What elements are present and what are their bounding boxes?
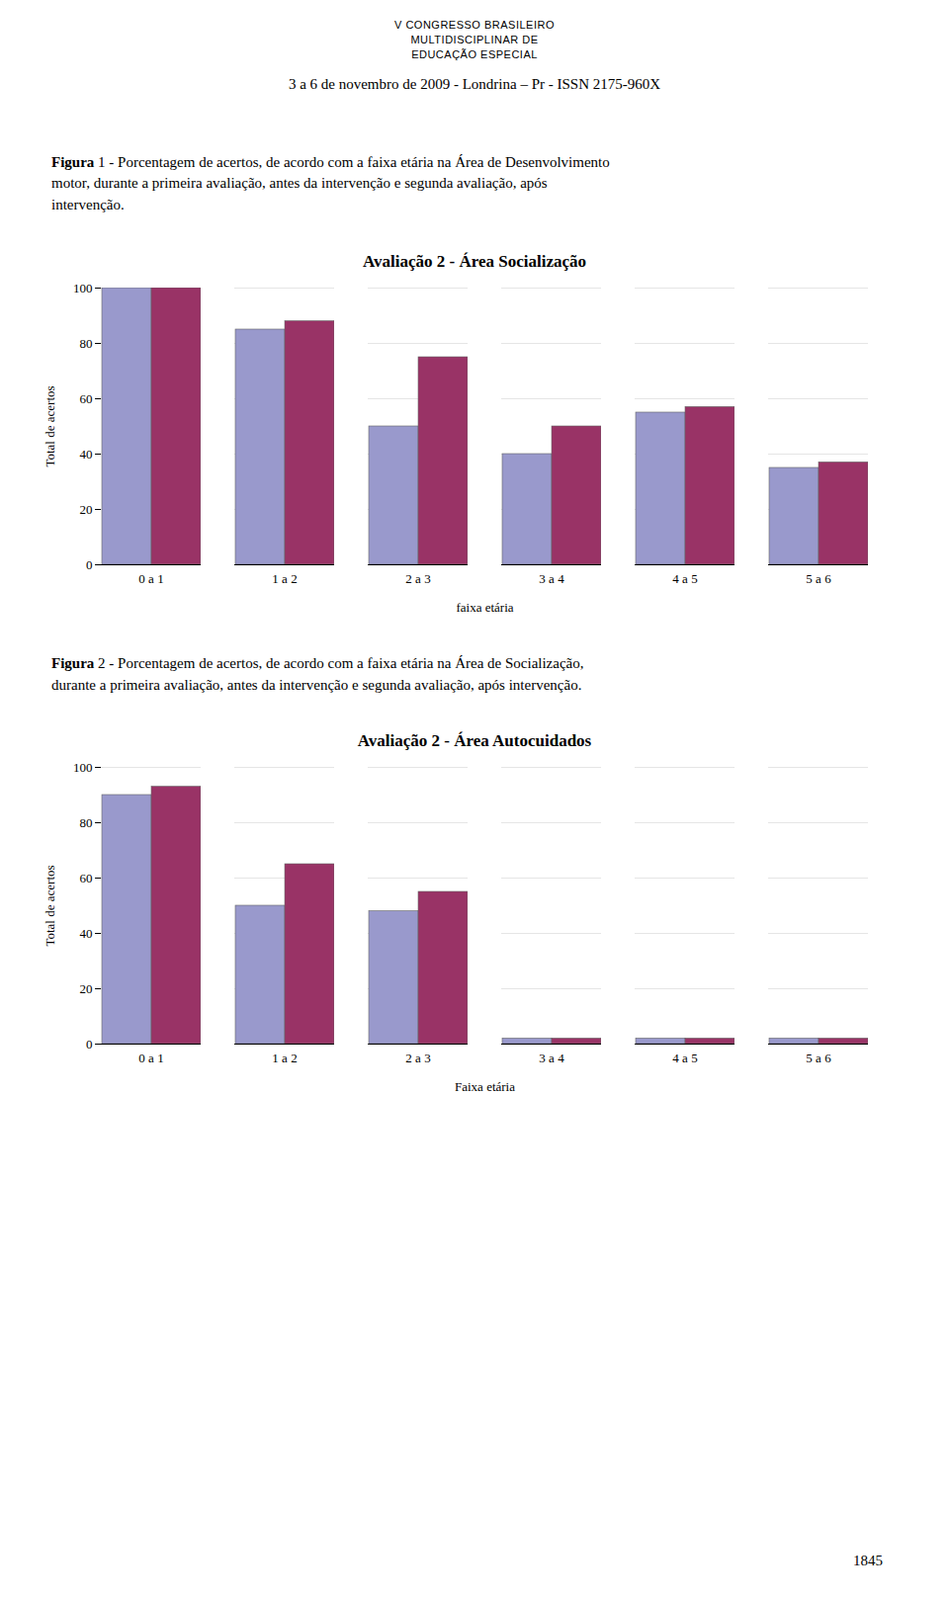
svg-text:0 a 1: 0 a 1 xyxy=(138,571,164,587)
html-text:1845: 1845 xyxy=(853,1552,883,1569)
svg-text:2 a 3: 2 a 3 xyxy=(405,1050,431,1066)
svg-text:Total de acertos: Total de acertos xyxy=(42,865,58,948)
svg-text:60: 60 xyxy=(80,870,93,886)
svg-text:3 a 4: 3 a 4 xyxy=(538,1050,565,1066)
html-text:MULTIDISCIPLINAR DE: MULTIDISCIPLINAR DE xyxy=(410,33,539,46)
svg-text:100: 100 xyxy=(73,760,93,776)
html-text:Avaliação 2 - Área Autocuidado: Avaliação 2 - Área Autocuidados xyxy=(357,731,592,751)
svg-text:0 a 1: 0 a 1 xyxy=(138,1050,164,1066)
html-text:Figura 1 - Porcentagem de acer: Figura 1 - Porcentagem de acertos, de ac… xyxy=(51,153,610,213)
svg-text:0: 0 xyxy=(86,556,93,572)
svg-text:80: 80 xyxy=(80,335,93,350)
svg-text:80: 80 xyxy=(80,815,93,831)
html-text:Figura 2 - Porcentagem de acer: Figura 2 - Porcentagem de acertos, de ac… xyxy=(51,655,584,693)
svg-text:1 a 2: 1 a 2 xyxy=(271,571,297,587)
svg-text:2 a 3: 2 a 3 xyxy=(405,571,431,587)
svg-text:5 a 6: 5 a 6 xyxy=(805,571,832,587)
svg-text:Total de acertos: Total de acertos xyxy=(42,385,58,467)
svg-text:40: 40 xyxy=(80,445,93,461)
svg-text:3 a 4: 3 a 4 xyxy=(538,571,565,587)
svg-text:40: 40 xyxy=(80,926,93,942)
svg-text:4 a 5: 4 a 5 xyxy=(672,571,697,587)
svg-text:4 a 5: 4 a 5 xyxy=(672,1050,697,1066)
html-text:V CONGRESSO BRASILEIRO: V CONGRESSO BRASILEIRO xyxy=(394,18,555,31)
svg-text:faixa etária: faixa etária xyxy=(455,599,514,614)
html-text:3 a 6 de novembro de 2009 - Lo: 3 a 6 de novembro de 2009 - Londrina – P… xyxy=(288,75,661,92)
svg-text:60: 60 xyxy=(80,390,93,406)
svg-text:Faixa etária: Faixa etária xyxy=(454,1079,516,1095)
svg-text:0: 0 xyxy=(86,1036,93,1052)
html-text:EDUCAÇÃO ESPECIAL: EDUCAÇÃO ESPECIAL xyxy=(411,48,538,61)
svg-text:1 a 2: 1 a 2 xyxy=(271,1050,297,1066)
svg-text:20: 20 xyxy=(80,501,93,517)
svg-text:100: 100 xyxy=(73,279,93,295)
html-text:Avaliação 2 - Área Socializaçã: Avaliação 2 - Área Socialização xyxy=(362,251,587,271)
svg-text:5 a 6: 5 a 6 xyxy=(805,1050,832,1066)
svg-text:20: 20 xyxy=(80,981,93,997)
